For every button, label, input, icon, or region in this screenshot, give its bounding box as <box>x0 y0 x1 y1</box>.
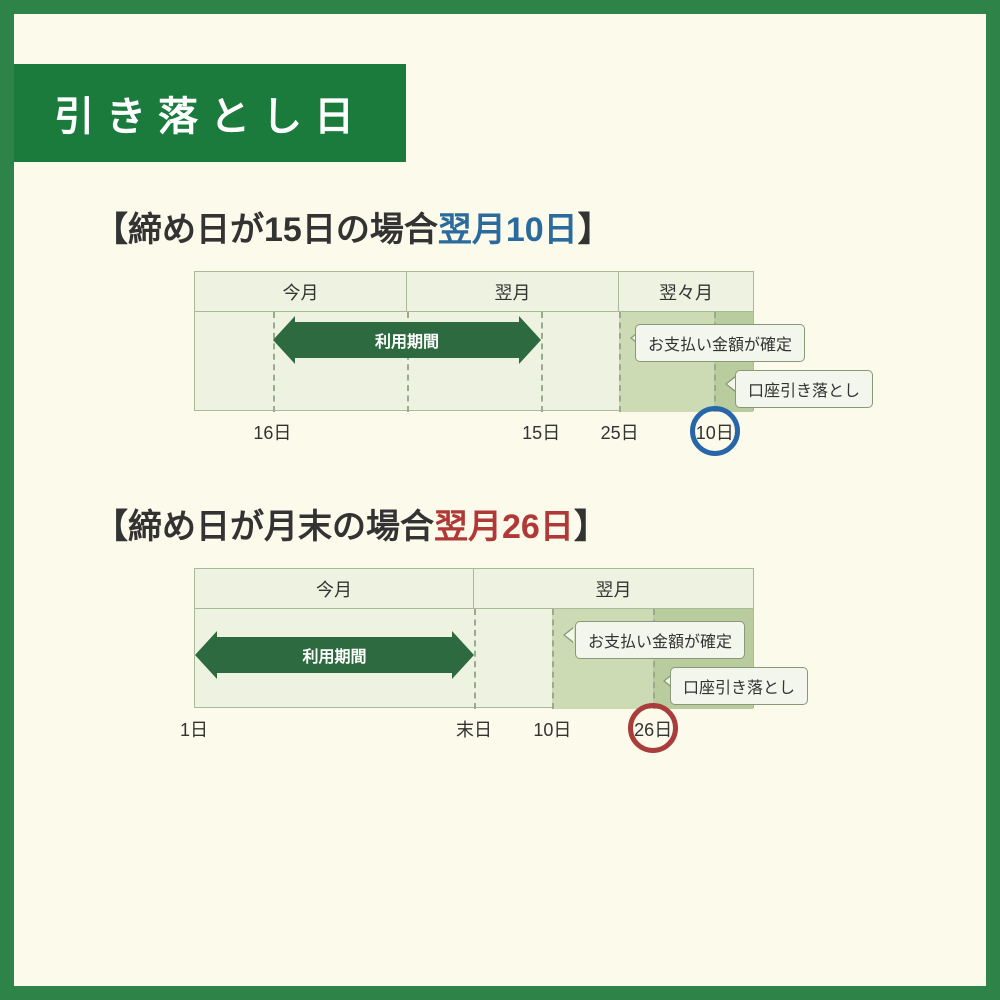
callout-tail <box>725 376 735 392</box>
highlight-circle <box>628 703 678 753</box>
scenario1-title: 【締め日が15日の場合翌月10日】 <box>94 202 926 251</box>
month-header: 翌々月 <box>619 272 753 311</box>
scenario1-diagram: 今月翌月翌々月 利用期間お支払い金額が確定口座引き落とし 16日15日25日10… <box>194 271 834 449</box>
scenario2-prefix: 【締め日が月末の場合 <box>94 508 434 546</box>
page-title: 引き落とし日 <box>14 64 406 162</box>
dash-line <box>552 609 554 709</box>
date-label: 1日 <box>180 716 208 742</box>
scenario2-date-labels: 1日末日10日26日 <box>194 716 754 746</box>
callout-box: お支払い金額が確定 <box>635 324 805 362</box>
callout-box: 口座引き落とし <box>735 370 873 408</box>
dash-line <box>541 312 543 412</box>
scenario2-header-row: 今月翌月 <box>195 569 753 609</box>
scenario1-date-labels: 16日15日25日10日 <box>194 419 754 449</box>
month-header: 今月 <box>195 272 407 311</box>
callout-tail <box>563 627 573 643</box>
usage-period-arrow: 利用期間 <box>295 322 518 358</box>
scenario1-highlight: 翌月10日 <box>438 211 578 249</box>
callout-box: 口座引き落とし <box>670 667 808 705</box>
dash-line <box>619 312 621 412</box>
scenario2-title: 【締め日が月末の場合翌月26日】 <box>94 499 926 548</box>
month-header: 翌月 <box>407 272 619 311</box>
scenario2-suffix: 】 <box>574 508 608 546</box>
usage-period-arrow: 利用期間 <box>217 637 451 673</box>
month-header: 今月 <box>195 569 474 608</box>
dash-line <box>474 609 476 709</box>
scenario2-timeline: 今月翌月 利用期間お支払い金額が確定口座引き落とし <box>194 568 754 708</box>
scenario1-prefix: 【締め日が15日の場合 <box>94 211 438 249</box>
scenario1-timeline: 今月翌月翌々月 利用期間お支払い金額が確定口座引き落とし <box>194 271 754 411</box>
date-label: 10日 <box>533 716 571 742</box>
scenario1-header-row: 今月翌月翌々月 <box>195 272 753 312</box>
scenario1-body-row: 利用期間お支払い金額が確定口座引き落とし <box>195 312 753 412</box>
content-area: 【締め日が15日の場合翌月10日】 今月翌月翌々月 利用期間お支払い金額が確定口… <box>14 162 986 746</box>
highlight-circle <box>690 406 740 456</box>
date-label: 16日 <box>253 419 291 445</box>
scenario2-body-row: 利用期間お支払い金額が確定口座引き落とし <box>195 609 753 709</box>
date-label: 25日 <box>601 419 639 445</box>
month-header: 翌月 <box>474 569 753 608</box>
callout-box: お支払い金額が確定 <box>575 621 745 659</box>
scenario1-suffix: 】 <box>578 211 612 249</box>
date-label: 15日 <box>522 419 560 445</box>
scenario2-diagram: 今月翌月 利用期間お支払い金額が確定口座引き落とし 1日末日10日26日 <box>194 568 834 746</box>
date-label: 末日 <box>456 716 492 742</box>
scenario2-highlight: 翌月26日 <box>434 508 574 546</box>
infographic-frame: 引き落とし日 【締め日が15日の場合翌月10日】 今月翌月翌々月 利用期間お支払… <box>0 0 1000 1000</box>
